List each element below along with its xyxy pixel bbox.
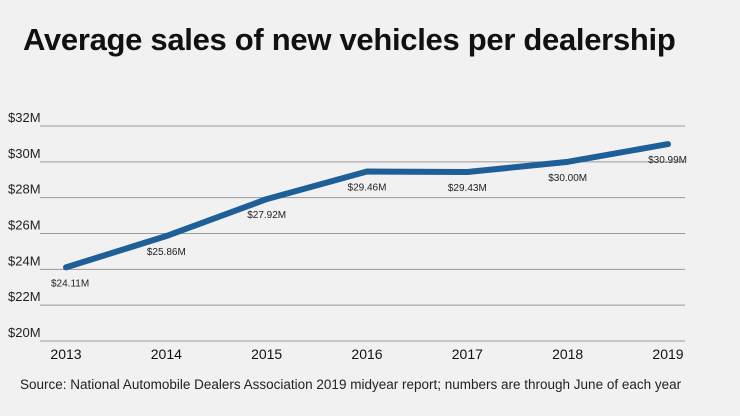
- data-label: $30.99M: [648, 155, 687, 166]
- y-tick-label: $30M: [8, 146, 41, 161]
- x-tick-label: 2014: [151, 346, 182, 362]
- y-tick-label: $26M: [8, 218, 41, 233]
- series-group: [63, 141, 671, 271]
- y-tick-label: $20M: [8, 325, 41, 340]
- x-tick-label: 2017: [452, 346, 483, 362]
- x-tick-label: 2015: [251, 346, 282, 362]
- source-note: Source: National Automobile Dealers Asso…: [20, 377, 682, 392]
- x-tick-label: 2013: [50, 346, 81, 362]
- data-label: $29.43M: [448, 183, 487, 194]
- x-tick-label: 2019: [652, 346, 683, 362]
- data-label: $29.46M: [348, 183, 387, 194]
- data-label: $27.92M: [247, 210, 286, 221]
- y-tick-label: $24M: [8, 253, 41, 268]
- y-axis-ticks: $20M $22M $24M $26M $28M $30M $32M: [8, 110, 41, 340]
- chart-title: Average sales of new vehicles per dealer…: [23, 22, 676, 57]
- data-label: $25.86M: [147, 247, 186, 258]
- x-tick-label: 2018: [552, 346, 583, 362]
- data-labels: $24.11M $25.86M $27.92M $29.46M $29.43M $30.0…: [51, 155, 687, 289]
- data-label: $30.00M: [548, 173, 587, 184]
- x-tick-label: 2016: [351, 346, 382, 362]
- x-axis-ticks: 2013 2014 2015 2016 2017 2018 2019: [50, 346, 683, 362]
- y-tick-label: $22M: [8, 289, 41, 304]
- series-line: [63, 141, 671, 271]
- y-tick-label: $32M: [8, 110, 41, 125]
- y-tick-label: $28M: [8, 182, 41, 197]
- data-label: $24.11M: [51, 278, 89, 289]
